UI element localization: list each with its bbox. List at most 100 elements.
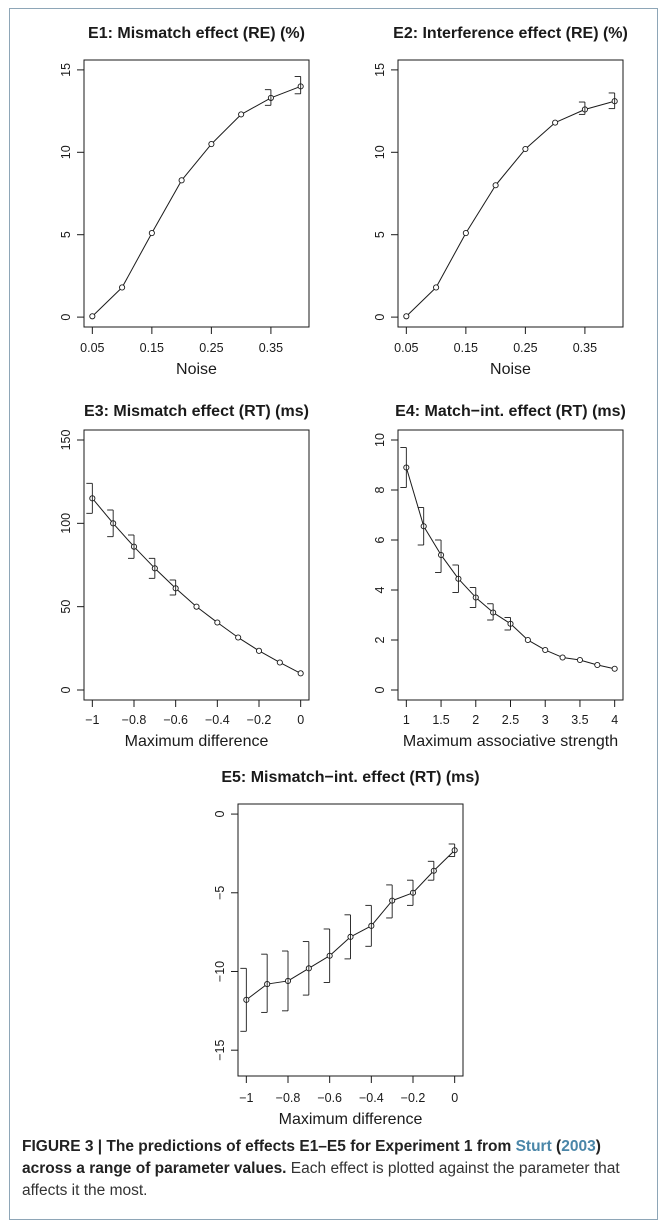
series-line-segment [352, 926, 370, 937]
error-bar [294, 76, 302, 95]
x-tick-label: −0.8 [276, 1091, 301, 1105]
data-point [438, 551, 445, 559]
x-tick-label: 1.5 [432, 713, 449, 727]
y-tick-label: 8 [373, 486, 387, 493]
y-tick-label: 5 [373, 231, 387, 238]
error-bar [282, 950, 289, 1012]
data-point [522, 145, 529, 153]
error-bar [261, 953, 268, 1013]
data-point [403, 464, 410, 471]
caption-ref-open: ( [551, 1138, 562, 1155]
error-bar [469, 587, 477, 608]
series-line-segment [436, 235, 466, 286]
data-point [430, 867, 437, 874]
series-line-segment [269, 980, 286, 985]
data-point [433, 284, 440, 291]
data-point [403, 313, 410, 320]
x-tick-label: −0.2 [401, 1091, 426, 1105]
data-point [542, 646, 549, 654]
y-tick-label: −10 [213, 961, 227, 982]
x-tick-label: 3.5 [571, 713, 588, 727]
data-point [490, 609, 497, 616]
data-point [581, 106, 588, 113]
caption-ref-year[interactable]: 2003 [561, 1138, 596, 1155]
data-point [172, 585, 179, 592]
plot-frame [397, 59, 624, 328]
chart-e5: E5: Mismatch−int. effect (RT) (ms) −1 −0.8… [213, 769, 480, 1128]
series-line-segment [466, 187, 495, 232]
error-bar [148, 557, 156, 579]
data-point [214, 619, 221, 626]
data-point [611, 665, 618, 672]
x-tick-label: 4 [611, 713, 618, 727]
caption-bold-rest: across a range of parameter values. [22, 1160, 287, 1177]
error-bar [302, 941, 310, 996]
series-line-segment [459, 580, 475, 596]
x-tick-label: 2.5 [502, 713, 519, 727]
series-line-segment [93, 288, 121, 315]
data-point [267, 94, 274, 101]
y-tick-label: 0 [373, 686, 387, 693]
chart-title-e1: E1: Mismatch effect (RE) (%) [88, 25, 305, 42]
caption-figure-label: FIGURE 3 | The predictions of effects E1… [22, 1138, 516, 1155]
x-tick-label: 2 [472, 713, 479, 727]
error-bar [400, 447, 407, 488]
chart-e2: E2: Interference effect (RE) (%) 0.05 0.15… [373, 25, 628, 378]
x-tick-label: 0 [451, 1091, 458, 1105]
plot-frame [237, 803, 464, 1077]
error-bar [578, 101, 586, 115]
data-point [524, 636, 531, 644]
series-line-segment [219, 623, 237, 637]
data-point [208, 141, 215, 148]
y-tick-label: −5 [213, 886, 227, 900]
figure-frame [9, 8, 658, 1220]
data-point [255, 647, 263, 654]
error-bar [448, 843, 456, 858]
y-tick-label: 0 [59, 686, 73, 693]
error-bar [427, 860, 435, 881]
x-tick-label: 0.05 [80, 341, 104, 355]
x-tick-label: −0.6 [163, 713, 188, 727]
caption-normal-text: Each effect is plotted against the param… [22, 1160, 620, 1199]
data-point [611, 98, 618, 105]
y-tick-label: 4 [373, 586, 387, 593]
series-line-segment [496, 150, 525, 184]
y-tick-label: 50 [59, 600, 73, 614]
error-bar [435, 539, 442, 573]
data-point [472, 594, 479, 601]
chart-title-e5: E5: Mismatch−int. effect (RT) (ms) [221, 769, 479, 786]
caption-ref-author[interactable]: Sturt [515, 1138, 552, 1155]
x-tick-label: 0.35 [259, 341, 283, 355]
data-point [110, 520, 117, 527]
plot-frame [397, 429, 624, 701]
x-tick-label: 0.15 [140, 341, 164, 355]
data-point [238, 111, 245, 118]
data-point [297, 83, 304, 90]
error-bar [169, 579, 177, 596]
series-line-segment [424, 528, 441, 554]
error-bar [608, 92, 616, 110]
data-point [451, 847, 458, 854]
chart-title-e4: E4: Match−int. effect (RT) (ms) [395, 403, 626, 420]
chart-e1: E1: Mismatch effect (RE) (%) 0.05 0.15 0.25… [59, 25, 310, 378]
series-line-segment [495, 613, 509, 623]
error-bar [240, 967, 247, 1032]
data-point [193, 603, 200, 610]
error-bar [264, 89, 272, 106]
x-axis-label-e2: Noise [490, 361, 531, 378]
error-bar [386, 884, 393, 919]
error-bar [487, 603, 494, 621]
series-line-segment [526, 123, 554, 148]
data-point [368, 922, 375, 929]
data-point [264, 981, 271, 988]
data-point [409, 889, 417, 896]
data-point [178, 177, 185, 184]
series-line-segment [177, 589, 195, 606]
error-bar [365, 904, 372, 947]
error-bar [86, 482, 93, 514]
series-line-segment [182, 145, 211, 179]
data-point [305, 965, 312, 972]
data-point [130, 543, 138, 550]
y-tick-label: −15 [213, 1040, 227, 1061]
x-tick-label: −0.2 [247, 713, 272, 727]
